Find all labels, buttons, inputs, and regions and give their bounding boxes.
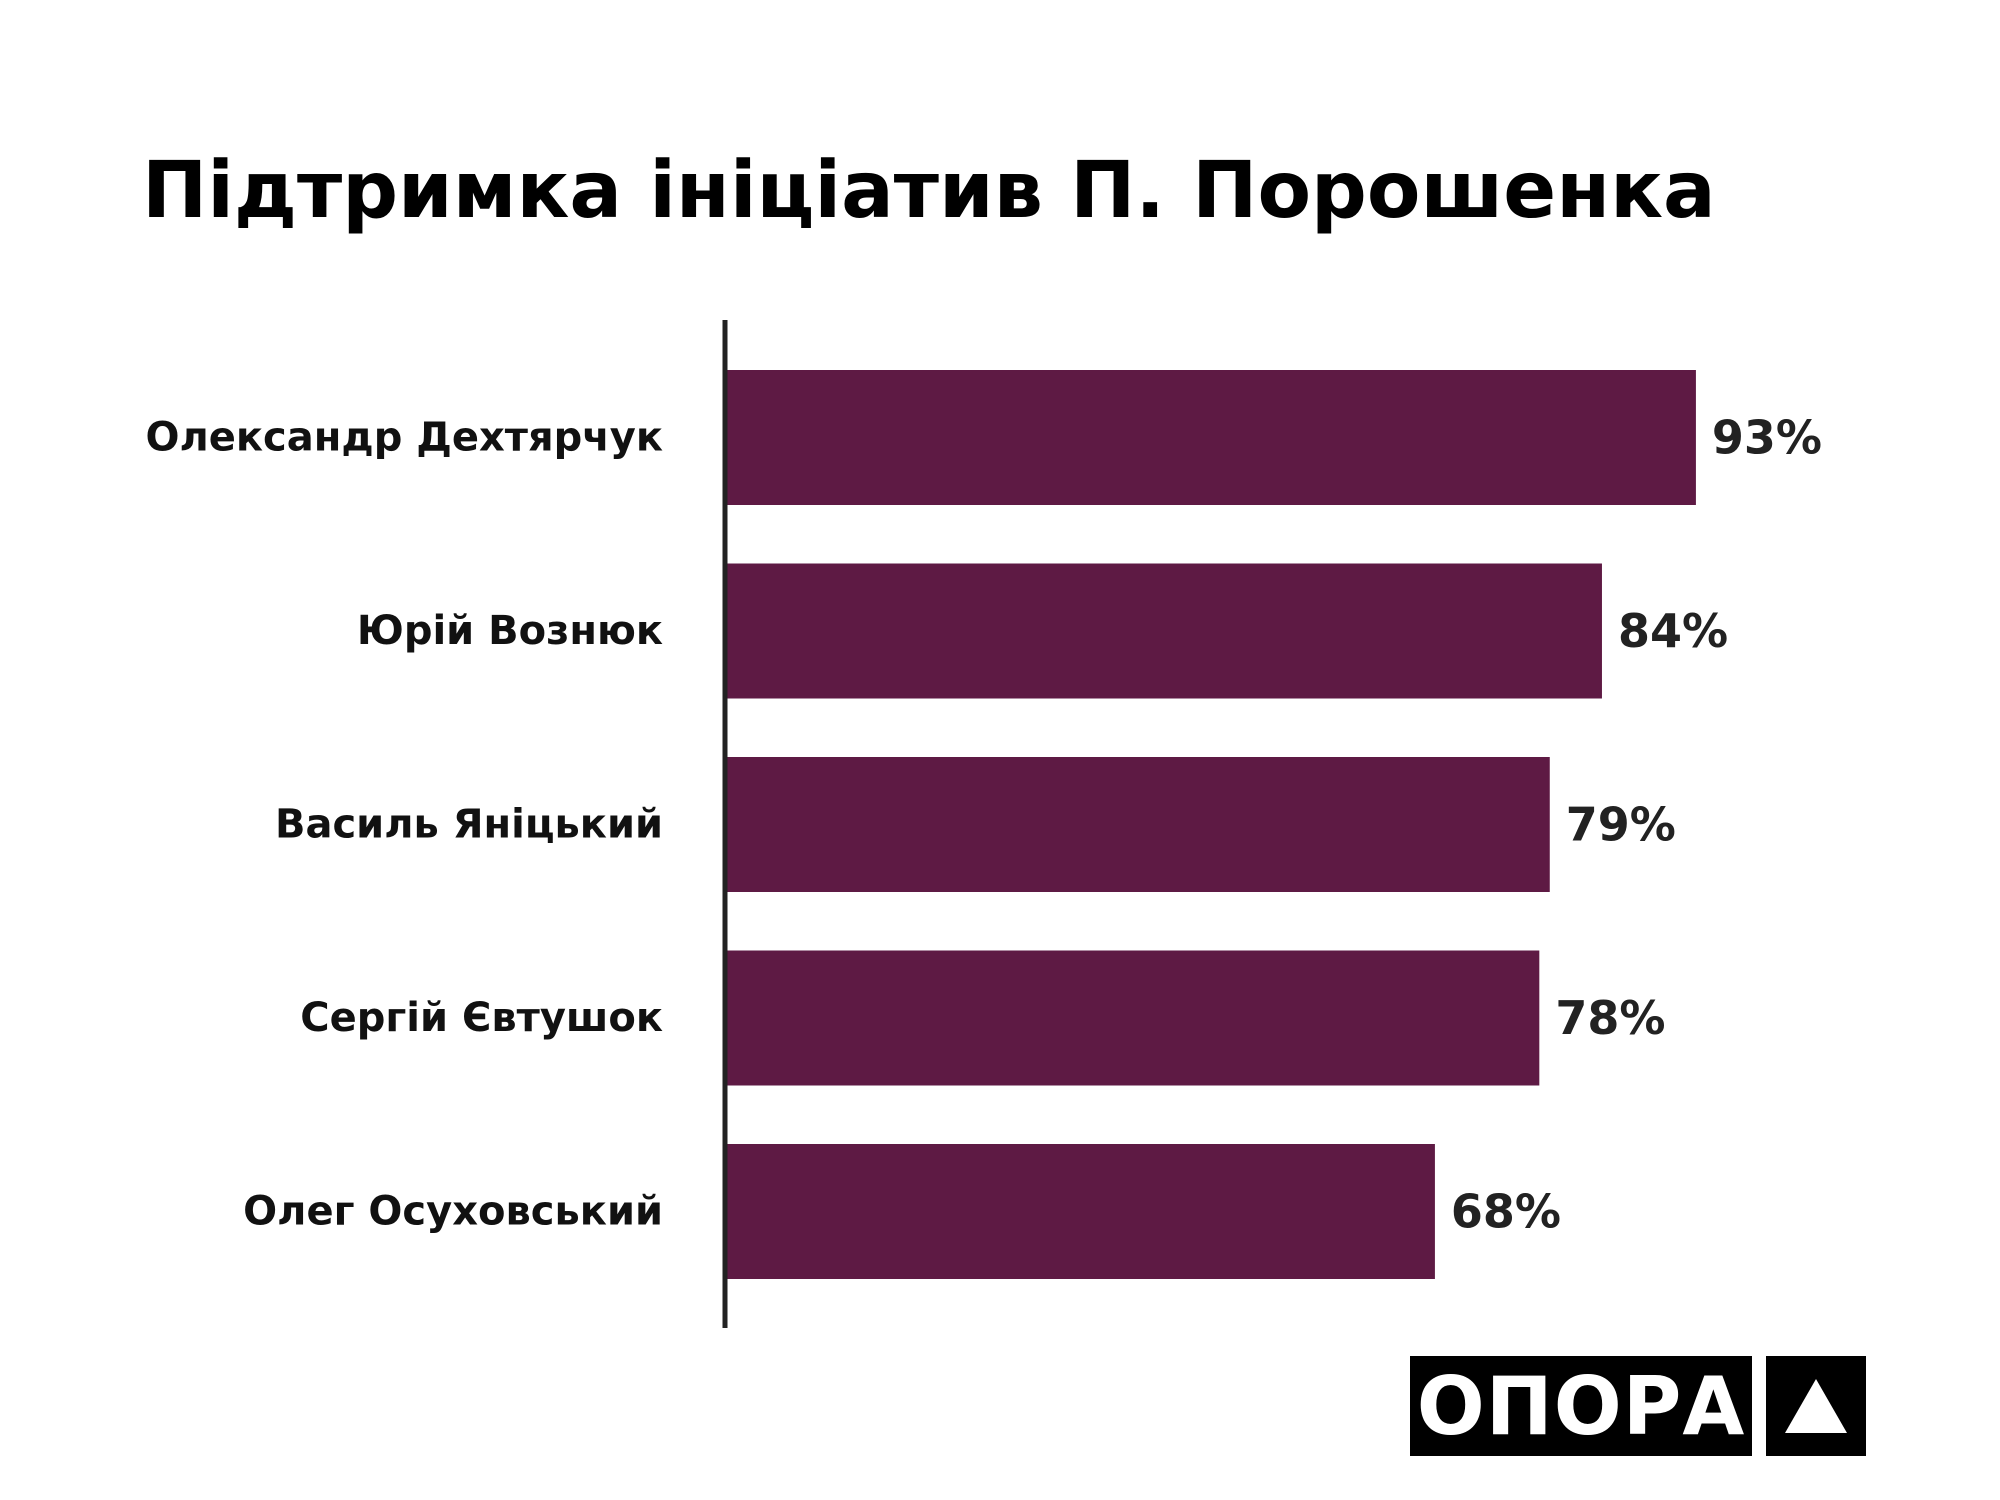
value-label-4: 78%	[1555, 991, 1665, 1045]
bar-3	[725, 757, 1550, 892]
opora-logo: ОПОРА	[1410, 1356, 1866, 1456]
bar-5	[725, 1144, 1435, 1279]
value-label-2: 84%	[1618, 604, 1728, 658]
category-label-4: Сергій Євтушок	[300, 995, 663, 1041]
category-label-2: Юрій Вознюк	[357, 608, 663, 654]
chart-title: Підтримка ініціатив П. Порошенка	[142, 146, 1716, 236]
logo-wordmark: ОПОРА	[1410, 1356, 1752, 1456]
triangle-up-icon	[1766, 1356, 1866, 1456]
value-label-3: 79%	[1566, 798, 1676, 852]
category-label-5: Олег Осуховський	[243, 1189, 663, 1235]
category-label-3: Василь Яніцький	[275, 802, 663, 848]
bar-1	[725, 370, 1696, 505]
category-label-1: Олександр Дехтярчук	[145, 415, 663, 461]
value-label-5: 68%	[1451, 1185, 1561, 1239]
bar-4	[725, 950, 1540, 1086]
bar-2	[725, 563, 1602, 699]
value-label-1: 93%	[1712, 411, 1822, 465]
bar-chart: Олександр Дехтярчук 93% Юрій Вознюк 84% Васи…	[145, 320, 1822, 1328]
